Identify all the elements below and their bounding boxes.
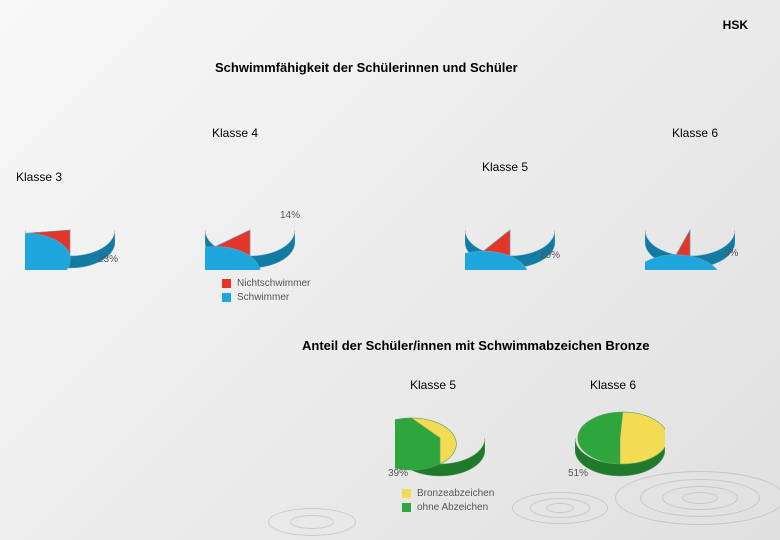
legend-label: Bronzeabzeichen	[417, 488, 494, 499]
pie-callout: 23%	[98, 254, 118, 265]
legend-label: Schwimmer	[237, 292, 289, 303]
legend: Nichtschwimmer Schwimmer	[222, 278, 310, 306]
ripple-decoration	[615, 471, 780, 525]
pie-callout: 14%	[280, 210, 300, 221]
pie-chart: 23%	[10, 190, 130, 280]
pie-chart: 39%	[380, 398, 500, 488]
legend-item: Bronzeabzeichen	[402, 488, 494, 499]
class-label: Klasse 4	[212, 126, 258, 140]
legend-swatch	[402, 503, 411, 512]
pie-callout: 39%	[388, 468, 408, 479]
pie-callout: 5%	[724, 248, 738, 259]
ripple-decoration	[512, 492, 608, 524]
legend-swatch	[222, 279, 231, 288]
legend-item: ohne Abzeichen	[402, 502, 494, 513]
pie-callout: 10%	[540, 250, 560, 261]
legend-label: Nichtschwimmer	[237, 278, 310, 289]
legend-swatch	[402, 489, 411, 498]
legend-item: Nichtschwimmer	[222, 278, 310, 289]
legend-item: Schwimmer	[222, 292, 310, 303]
legend-swatch	[222, 293, 231, 302]
section-title: Schwimmfähigkeit der Schülerinnen und Sc…	[215, 60, 518, 75]
pie-chart: 10%	[450, 190, 570, 280]
pie-chart: 5%	[630, 190, 750, 280]
class-label: Klasse 5	[410, 378, 456, 392]
header-label: HSK	[723, 18, 748, 32]
class-label: Klasse 6	[590, 378, 636, 392]
class-label: Klasse 3	[16, 170, 62, 184]
ripple-decoration	[268, 508, 356, 536]
class-label: Klasse 5	[482, 160, 528, 174]
legend: Bronzeabzeichen ohne Abzeichen	[402, 488, 494, 516]
pie-callout: 51%	[568, 468, 588, 479]
section-title: Anteil der Schüler/innen mit Schwimmabze…	[302, 338, 649, 353]
legend-label: ohne Abzeichen	[417, 502, 488, 513]
class-label: Klasse 6	[672, 126, 718, 140]
pie-chart: 14%	[190, 190, 310, 280]
